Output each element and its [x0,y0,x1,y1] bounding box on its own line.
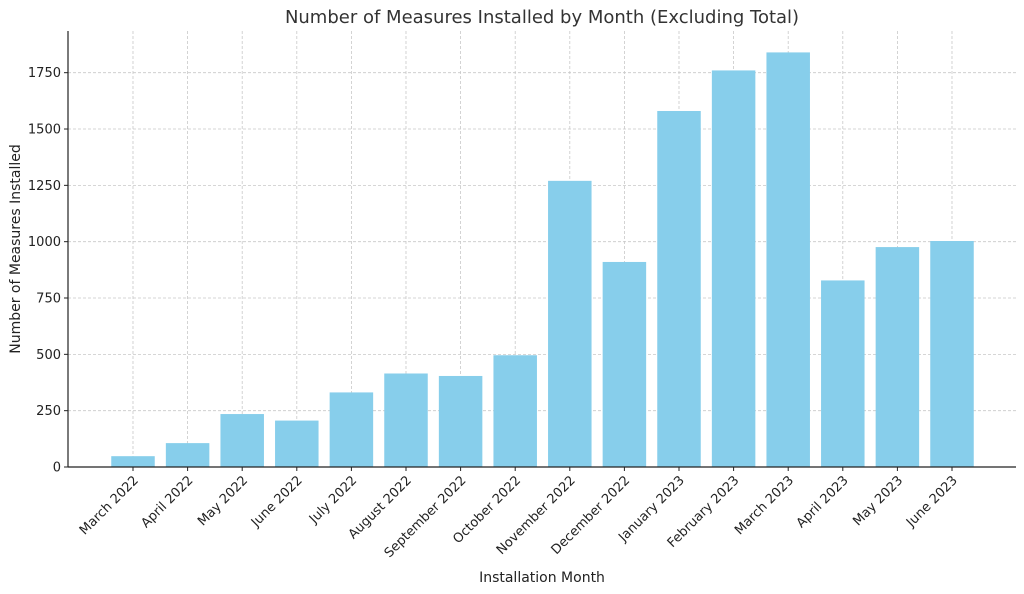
x-tick-label: June 2023 [903,473,961,531]
x-tick-label: April 2022 [138,473,196,531]
chart-title: Number of Measures Installed by Month (E… [285,7,799,28]
bar [111,456,155,467]
x-tick-label: April 2023 [794,473,852,531]
bar [384,373,428,467]
y-tick-label: 750 [36,292,61,307]
x-tick-label: May 2023 [850,473,906,529]
x-tick-label: March 2022 [77,473,142,538]
y-tick-label: 500 [36,348,61,363]
y-tick-label: 1000 [28,235,61,250]
bar [711,70,756,468]
x-tick-label: July 2022 [306,473,360,527]
y-tick-label: 1500 [28,123,61,138]
bar [821,280,865,467]
bar [657,110,701,468]
x-tick-label: June 2022 [248,473,306,531]
y-tick-label: 1750 [28,66,61,81]
x-tick-label: May 2022 [195,473,251,529]
grid-lines [68,31,1016,468]
y-axis-label: Number of Measures Installed [8,144,24,354]
bar [602,261,647,467]
bar [275,420,319,467]
bar [493,355,537,467]
y-tick-label: 1250 [28,179,61,194]
y-ticks: 0 250 500 750 1000 1250 1500 1750 [28,66,68,476]
bar [329,392,374,467]
y-tick-label: 0 [53,461,61,476]
bars [111,52,974,468]
bar [438,375,483,467]
bar [766,52,810,467]
bar [875,247,920,467]
bar [220,414,264,467]
x-tick-label: March 2023 [732,473,797,538]
bar [165,443,210,467]
bar [930,241,974,467]
bar [548,180,592,468]
x-axis-label: Installation Month [479,570,605,586]
y-tick-label: 250 [36,404,61,419]
axes [67,31,1016,468]
